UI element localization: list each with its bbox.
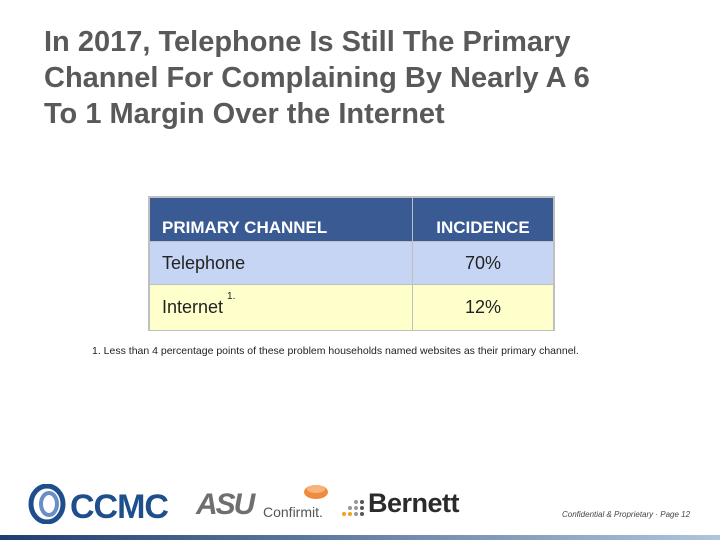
incidence-cell: 70% — [412, 241, 554, 285]
bernett-logo: Bernett — [368, 488, 460, 518]
header-incidence: INCIDENCE — [412, 197, 554, 242]
ccmc-wordmark: CCMC — [70, 488, 169, 526]
channel-cell: Telephone — [149, 241, 413, 285]
confirmit-logo: Confirmit. — [263, 504, 323, 520]
title-line-1: In 2017, Telephone Is Still The Primary — [44, 26, 571, 58]
footnote: 1. Less than 4 percentage points of thes… — [92, 345, 579, 357]
table-row: Telephone 70% — [149, 241, 554, 285]
incidence-cell: 12% — [412, 284, 554, 331]
logo-strip: CCMC ASU Confirmit. Bernett — [28, 478, 498, 528]
table-row: Internet1. 12% — [149, 284, 554, 331]
channel-cell: Internet1. — [149, 284, 413, 331]
channel-label: Telephone — [162, 252, 246, 273]
footnote-marker: 1. — [227, 291, 236, 302]
asu-logo: ASU — [196, 488, 255, 521]
table-header-row: PRIMARY CHANNEL INCIDENCE — [149, 197, 554, 242]
ccmc-swirl-icon — [28, 484, 66, 524]
channel-label: Internet — [162, 297, 224, 317]
slide-title: In 2017, Telephone Is Still The Primary … — [44, 24, 684, 132]
header-primary-channel: PRIMARY CHANNEL — [149, 197, 413, 242]
bottom-bar — [0, 535, 720, 540]
channel-table: PRIMARY CHANNEL INCIDENCE Telephone 70% … — [148, 196, 555, 331]
page-footer: Confidential & Proprietary · Page 12 — [562, 510, 691, 519]
bernett-dots-icon — [342, 500, 364, 516]
title-line-3: To 1 Margin Over the Internet — [44, 98, 445, 130]
title-line-2: Channel For Complaining By Nearly A 6 — [44, 62, 590, 94]
confirmit-mark-icon — [304, 485, 328, 499]
